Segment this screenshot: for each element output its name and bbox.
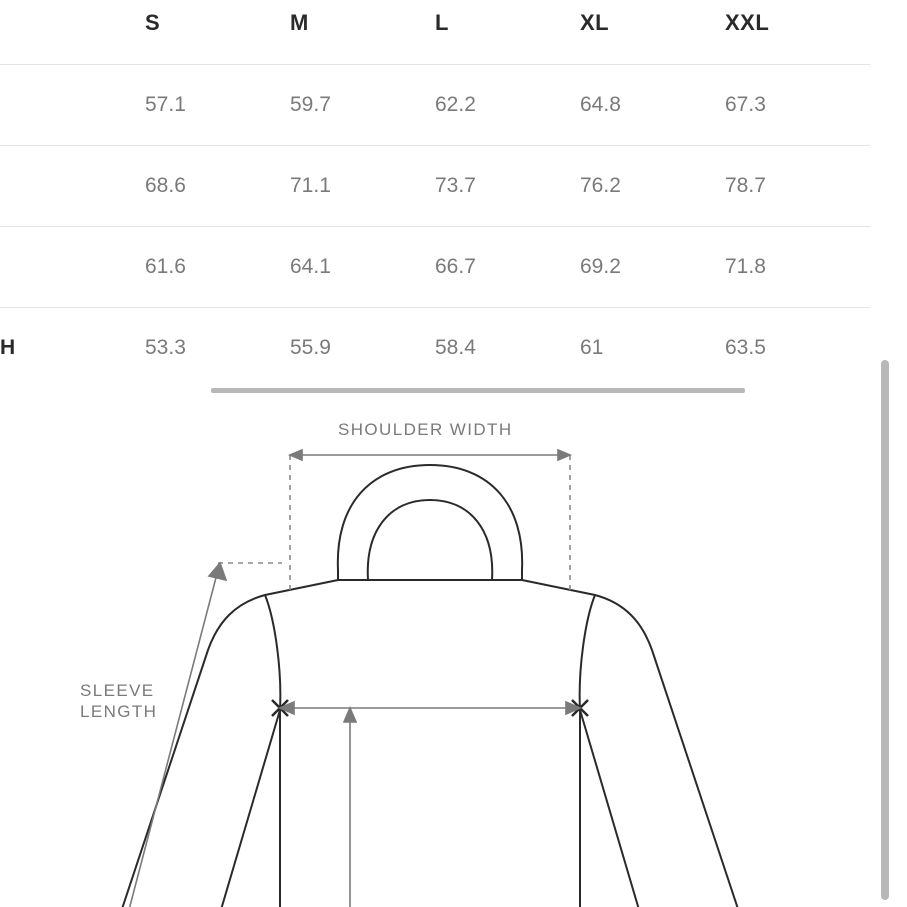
cell: 64.1 xyxy=(290,227,435,308)
row-label: H xyxy=(0,308,145,389)
table-row: 61.6 64.1 66.7 69.2 71.8 xyxy=(0,227,870,308)
cell: 61 xyxy=(580,308,725,389)
horizontal-scroll-indicator[interactable] xyxy=(211,388,745,393)
garment-svg xyxy=(70,410,750,907)
cell: 59.7 xyxy=(290,65,435,146)
table-row: 68.6 71.1 73.7 76.2 78.7 xyxy=(0,146,870,227)
cell: 55.9 xyxy=(290,308,435,389)
size-chart-viewport: S M L XL XXL 57.1 59.7 62.2 64.8 67.3 xyxy=(0,0,907,907)
size-table: S M L XL XXL 57.1 59.7 62.2 64.8 67.3 xyxy=(0,0,870,388)
cell: 78.7 xyxy=(725,146,870,227)
cell: 69.2 xyxy=(580,227,725,308)
vertical-scrollbar[interactable] xyxy=(881,360,889,900)
cell: 68.6 xyxy=(145,146,290,227)
garment-body-outline xyxy=(115,580,745,907)
cell: 57.1 xyxy=(145,65,290,146)
row-label xyxy=(0,65,145,146)
cell: 71.8 xyxy=(725,227,870,308)
cell: 58.4 xyxy=(435,308,580,389)
header-cell-s: S xyxy=(145,0,290,65)
hood-outer xyxy=(338,465,522,580)
garment-diagram: SHOULDER WIDTH SLEEVE LENGTH CHEST FRONT… xyxy=(70,410,750,907)
cell: 66.7 xyxy=(435,227,580,308)
table-header-row: S M L XL XXL xyxy=(0,0,870,65)
table-row: H 53.3 55.9 58.4 61 63.5 xyxy=(0,308,870,389)
cell: 53.3 xyxy=(145,308,290,389)
row-label xyxy=(0,227,145,308)
header-cell-xxl: XXL xyxy=(725,0,870,65)
header-cell-blank xyxy=(0,0,145,65)
cell: 76.2 xyxy=(580,146,725,227)
header-cell-m: M xyxy=(290,0,435,65)
row-label xyxy=(0,146,145,227)
header-cell-xl: XL xyxy=(580,0,725,65)
cell: 64.8 xyxy=(580,65,725,146)
header-cell-l: L xyxy=(435,0,580,65)
cell: 73.7 xyxy=(435,146,580,227)
cell: 63.5 xyxy=(725,308,870,389)
size-table-wrap: S M L XL XXL 57.1 59.7 62.2 64.8 67.3 xyxy=(0,0,870,388)
table-row: 57.1 59.7 62.2 64.8 67.3 xyxy=(0,65,870,146)
cell: 61.6 xyxy=(145,227,290,308)
cell: 62.2 xyxy=(435,65,580,146)
cell: 67.3 xyxy=(725,65,870,146)
cell: 71.1 xyxy=(290,146,435,227)
